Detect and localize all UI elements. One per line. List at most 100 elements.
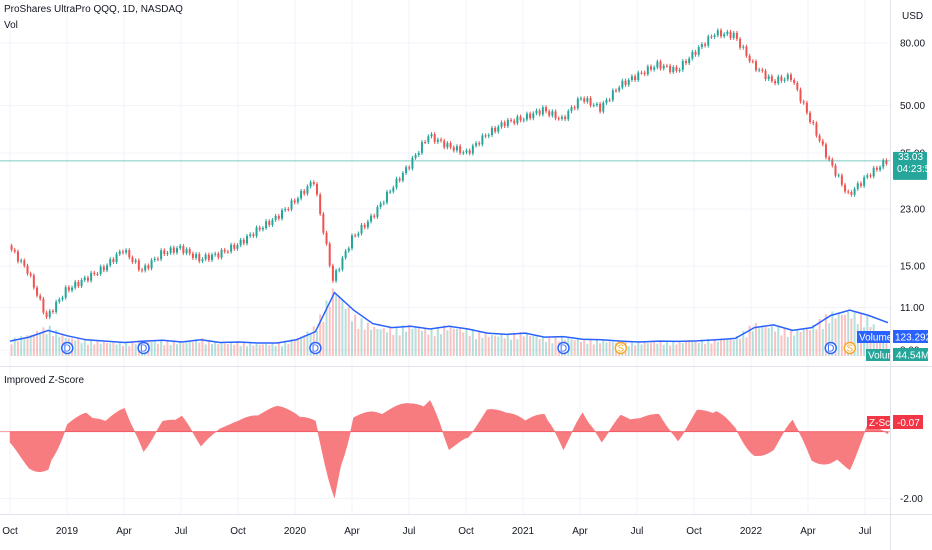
volume-bar [462,332,465,356]
volume-bar [344,308,347,356]
time-tick-label: Apr [572,526,588,537]
candle-body [249,234,252,236]
volume-bar [640,344,643,356]
dividend-marker [557,341,570,355]
dividend-marker-label: D [312,344,319,355]
volume-bar [20,336,23,356]
candle-body [716,30,719,36]
candle-body [497,126,500,132]
candle-body [420,142,423,153]
volume-bar [376,328,379,356]
candle-body [322,213,325,233]
candle-body [494,127,497,132]
price-tick-label: 80.00 [900,38,925,49]
volume-name: Volume [868,351,902,362]
candle-body [780,76,783,81]
candle-body [389,191,392,193]
volume-ma-line [9,291,889,344]
volume-bar [300,336,303,356]
candle-body [411,157,414,169]
candle-body [198,254,201,262]
candle-body [519,116,522,121]
volume-bar [704,344,707,356]
volume-bar [29,334,32,356]
volume-bar [360,318,363,356]
candle-body [643,72,646,75]
volume-bar [538,339,541,356]
candle-body [812,121,815,124]
candle-body [700,44,703,48]
candle-body [217,253,220,258]
volume-bar [681,343,684,356]
candle-body [872,167,875,177]
volume-bar [662,344,665,356]
candle-body [455,146,458,151]
price-tick-label: 50.00 [900,101,925,112]
candle-body [242,239,245,244]
volume-bar [398,335,401,356]
volume-bar [758,328,761,356]
time-axis[interactable]: Oct 2019 Apr Jul Oct 2020 Apr Jul Oct 2021 Apr Jul O… [2,526,871,537]
candle-body [64,287,67,298]
candle-body [678,69,681,71]
candle-body [201,259,204,262]
dividend-marker [61,341,74,355]
volume-bar [452,328,455,356]
volume-bar [478,331,481,356]
candle-body [433,134,436,142]
candle-body [10,245,13,250]
candle-body [338,269,341,271]
volume-bar [290,339,293,356]
time-tick-label: 2019 [56,526,79,537]
candle-body [487,135,490,137]
volume-pane-title[interactable]: Vol [4,20,18,31]
volume-bar [363,329,366,356]
candle-body [688,58,691,64]
candle-body [153,258,156,261]
volume-bar [850,318,853,356]
volume-bar [815,329,818,356]
candle-body [239,239,242,246]
candle-body [748,55,751,62]
candle-body [691,51,694,59]
candle-body [627,79,630,85]
volume-bar [125,342,128,356]
symbol-title[interactable]: ProShares UltraPro QQQ, 1D, NASDAQ [4,4,183,15]
candle-body [109,259,112,266]
candle-body [341,257,344,270]
volume-bar [96,340,99,356]
candle-body [366,221,369,228]
volume-bar [150,341,153,356]
volume-bar [580,342,583,356]
candle-body [484,135,487,137]
volume-bar [529,335,532,356]
candle-body [481,135,484,145]
candle-body [605,99,608,103]
zscore-pane[interactable] [0,399,890,499]
candle-body [560,116,563,119]
time-tick-label: 2020 [284,526,307,537]
candle-body [363,224,366,228]
price-pane[interactable] [0,28,890,320]
volume-bar [586,343,589,356]
volume-bar [36,331,39,356]
volume-bar [80,342,83,356]
candle-body [379,203,382,207]
volume-bar [106,342,109,356]
candle-body [220,249,223,258]
candle-body [592,105,595,107]
volume-bar [471,330,474,356]
volume-bar [118,342,121,356]
volume-bar [554,336,557,356]
zscore-axis[interactable]: -2.00 [900,494,923,505]
zscore-value: -0.07 [897,418,920,429]
time-tick-label: Apr [800,526,816,537]
time-tick-label: Oct [2,526,18,537]
candle-body [834,165,837,176]
volume-bar [112,342,115,356]
volume-bar [32,334,35,356]
zscore-pane-title[interactable]: Improved Z-Score [4,375,85,386]
volume-bar [322,321,325,356]
